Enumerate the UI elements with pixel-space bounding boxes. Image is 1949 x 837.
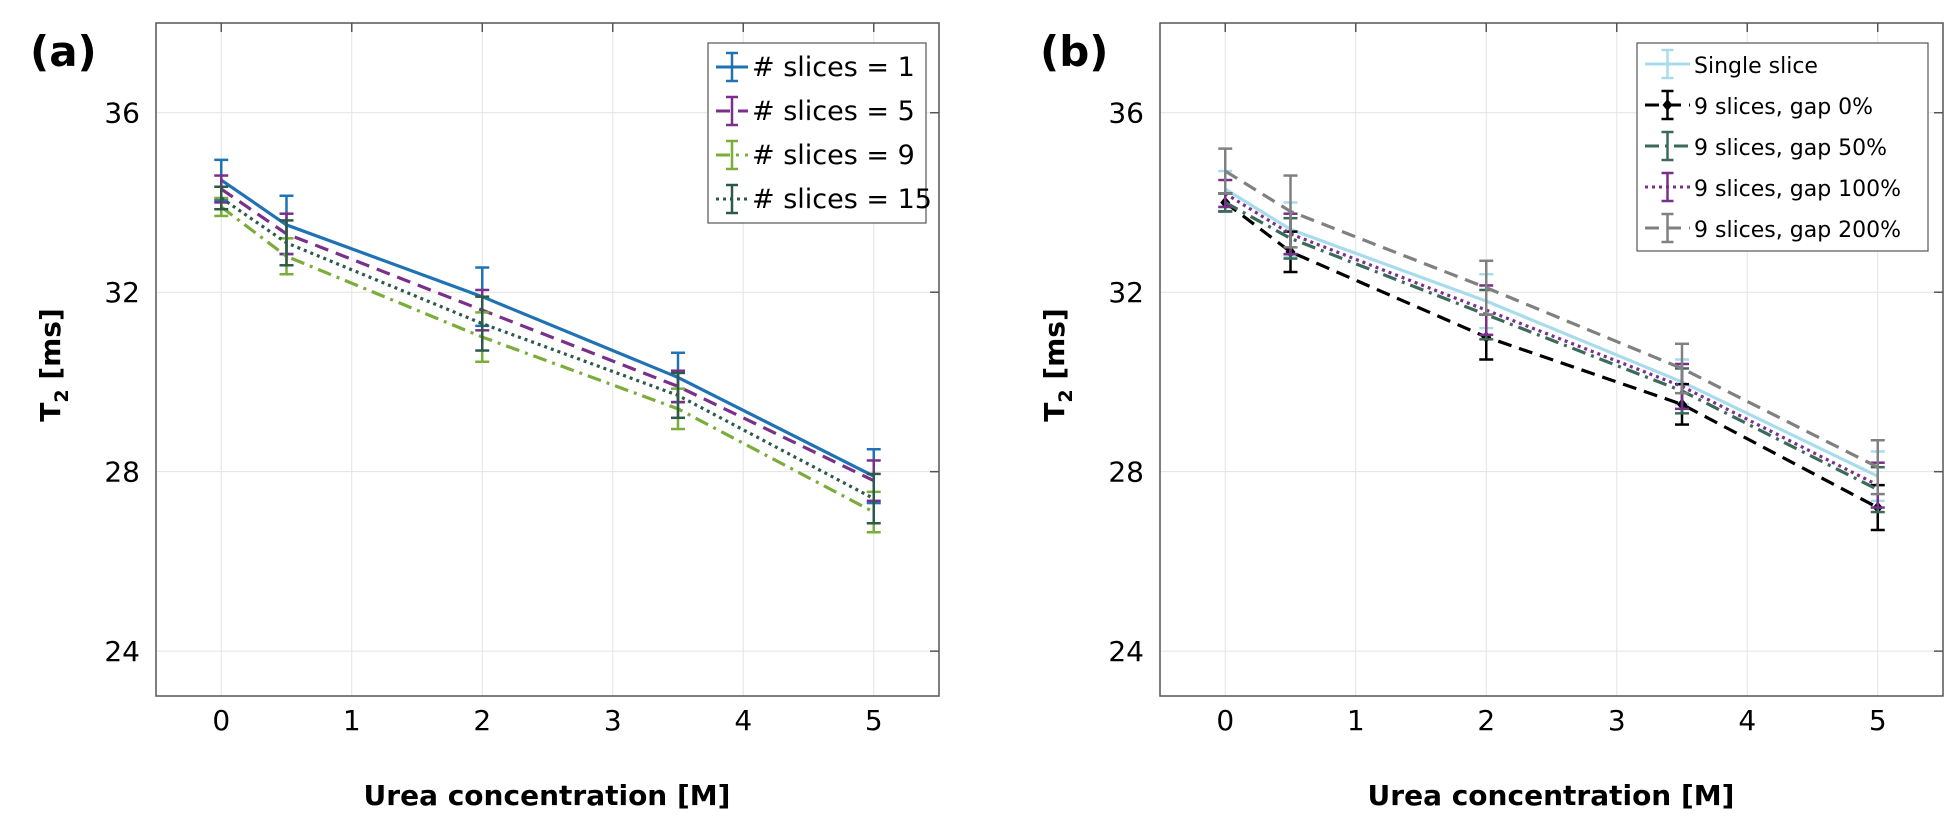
- series-a-2: [214, 196, 881, 534]
- legend-entry-a-2: # slices = 9: [716, 139, 915, 171]
- legend-entry-b-1: 9 slices, gap 0%: [1645, 89, 1873, 121]
- x-tick-label-b: 5: [1869, 704, 1887, 737]
- x-tick-label-b: 4: [1738, 704, 1756, 737]
- x-tick-label-a: 5: [865, 704, 883, 737]
- legend-box-a: [707, 42, 927, 224]
- series-a-1: [214, 174, 881, 503]
- y-tick-label-b: 24: [1108, 635, 1144, 668]
- legend-label: # slices = 1: [752, 52, 915, 83]
- series-line: [220, 196, 875, 501]
- series-b: [1218, 147, 1885, 532]
- x-tick-labels-a: 0 1 2 3 4 5: [212, 23, 883, 737]
- legend-b: Single slice 9 slices, gap 0% 9 slices, ga…: [1636, 42, 1929, 252]
- legend-label: 9 slices, gap 100%: [1694, 177, 1901, 202]
- series-line: [1224, 192, 1879, 487]
- y-tick-labels-b: 24 28 32 36: [1108, 97, 1943, 668]
- legend-label: 9 slices, gap 0%: [1694, 95, 1873, 120]
- series-line: [220, 187, 875, 483]
- x-tick-label-b: 0: [1216, 704, 1234, 737]
- x-tick-label-a: 1: [343, 704, 361, 737]
- legend-label: # slices = 5: [752, 96, 915, 127]
- legend-entry-b-0: Single slice: [1645, 48, 1818, 80]
- y-axis-label-b: T2 [ms]: [1038, 308, 1077, 422]
- legend-entry-a-1: # slices = 5: [716, 95, 915, 127]
- y-tick-label-a: 24: [104, 635, 140, 668]
- y-tick-label-a: 32: [104, 276, 140, 309]
- chart-panel-b: (b) 24 28 32 36 0 1 2 3 4 5 Urea concentration […: [1038, 22, 1944, 812]
- y-tick-label-b: 28: [1108, 456, 1144, 489]
- x-axis-label-b: Urea concentration [M]: [1368, 779, 1735, 812]
- x-tick-label-a: 3: [604, 704, 622, 737]
- y-tick-label-a: 28: [104, 456, 140, 489]
- x-tick-label-b: 2: [1477, 704, 1495, 737]
- plot-frame-b: [1159, 22, 1944, 697]
- x-tick-labels-b: 0 1 2 3 4 5: [1216, 23, 1887, 737]
- x-tick-label-a: 4: [734, 704, 752, 737]
- series-line: [220, 205, 875, 514]
- y-tick-label-b: 36: [1108, 97, 1144, 130]
- x-tick-label-b: 1: [1347, 704, 1365, 737]
- x-tick-label-b: 3: [1608, 704, 1626, 737]
- y-tick-label-a: 36: [104, 97, 140, 130]
- y-axis-label-a: T2 [ms]: [34, 308, 73, 422]
- legend-entry-b-4: 9 slices, gap 200%: [1645, 212, 1901, 244]
- legend-entry-b-2: 9 slices, gap 50%: [1645, 130, 1887, 162]
- legend-entry-b-3: 9 slices, gap 100%: [1645, 171, 1901, 203]
- y-tick-labels-a: 24 28 32 36: [104, 97, 939, 668]
- legend-label: # slices = 15: [752, 184, 932, 215]
- legend-label: # slices = 9: [752, 140, 915, 171]
- series-line: [1224, 201, 1879, 492]
- panel-label-a: (a): [30, 27, 97, 76]
- x-tick-label-a: 2: [473, 704, 491, 737]
- series-a-3: [214, 185, 881, 525]
- chart-panel-a: (a) 24 28 32 36 0 1 2 3 4 5 Urea concentration […: [30, 22, 940, 812]
- y-tick-label-b: 32: [1108, 276, 1144, 309]
- panel-label-b: (b): [1040, 27, 1108, 76]
- legend-label: Single slice: [1694, 54, 1818, 79]
- legend-label: 9 slices, gap 50%: [1694, 136, 1887, 161]
- legend-entry-a-3: # slices = 15: [716, 183, 932, 215]
- legend-a: # slices = 1 # slices = 5 # slices = 9 # sl…: [707, 42, 932, 224]
- series-a: [214, 158, 881, 534]
- legend-entry-a-0: # slices = 1: [716, 51, 915, 83]
- x-axis-label-a: Urea concentration [M]: [364, 779, 731, 812]
- series-line: [220, 178, 875, 478]
- x-tick-label-a: 0: [212, 704, 230, 737]
- plot-frame-a: [155, 22, 940, 697]
- legend-label: 9 slices, gap 200%: [1694, 218, 1901, 243]
- legend-marker: [1662, 99, 1673, 111]
- series-b-4: [1218, 147, 1885, 496]
